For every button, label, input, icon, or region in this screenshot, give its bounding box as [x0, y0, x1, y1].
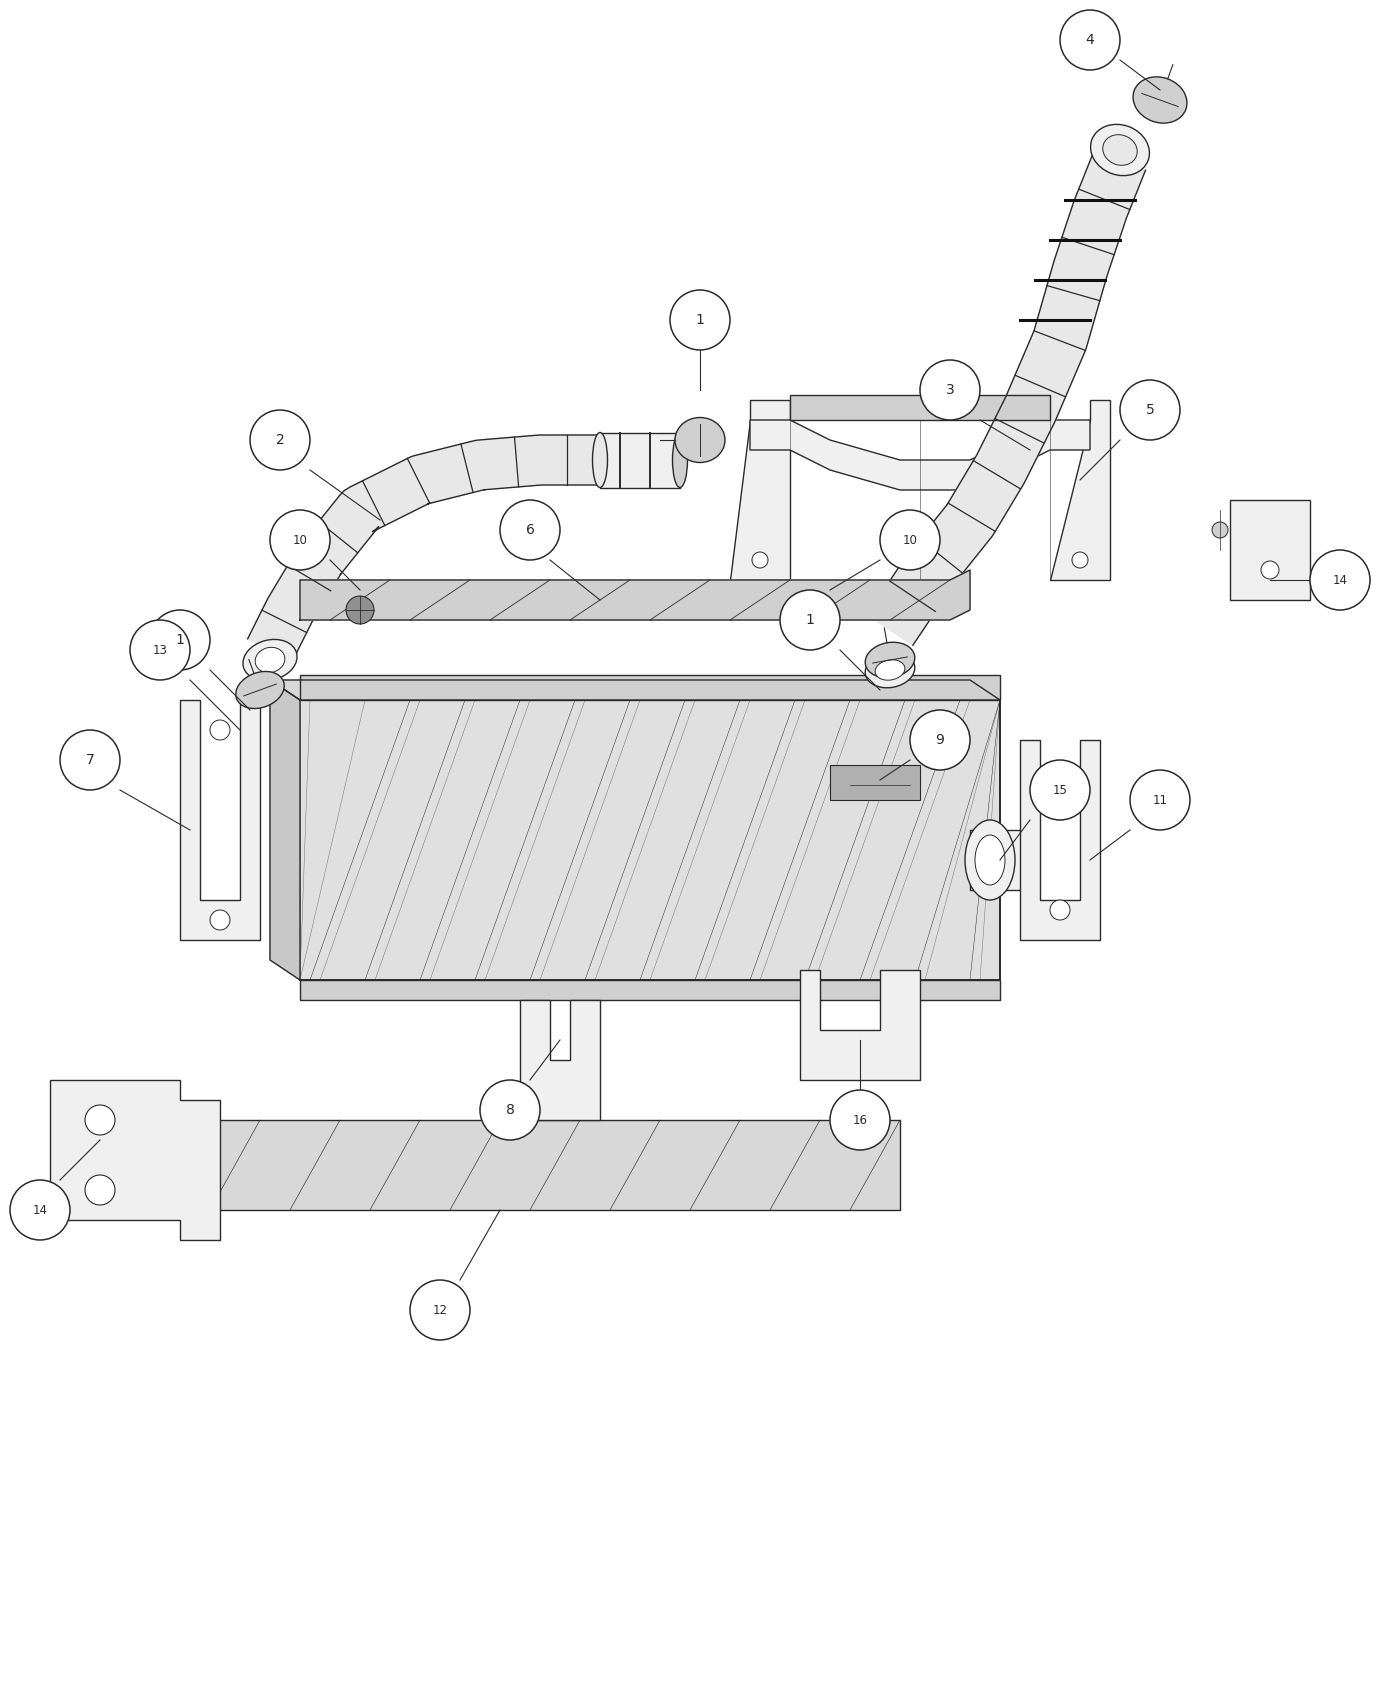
- Ellipse shape: [672, 432, 687, 488]
- Circle shape: [1050, 899, 1070, 920]
- Circle shape: [1120, 381, 1180, 440]
- Circle shape: [150, 610, 210, 670]
- Text: 16: 16: [853, 1114, 868, 1127]
- Bar: [970, 830, 1030, 891]
- Ellipse shape: [592, 432, 608, 488]
- Text: 13: 13: [153, 644, 168, 656]
- Bar: [181, 1120, 900, 1210]
- Ellipse shape: [1103, 134, 1137, 165]
- Polygon shape: [750, 420, 1091, 490]
- Text: 11: 11: [1152, 794, 1168, 806]
- Polygon shape: [867, 150, 1145, 646]
- Polygon shape: [248, 435, 601, 661]
- Circle shape: [10, 1180, 70, 1239]
- Circle shape: [830, 1090, 890, 1149]
- Circle shape: [881, 510, 939, 570]
- Ellipse shape: [255, 648, 284, 673]
- Circle shape: [85, 1175, 115, 1205]
- Polygon shape: [50, 1080, 220, 1239]
- Circle shape: [806, 597, 834, 624]
- Bar: [300, 675, 1000, 700]
- Text: 15: 15: [1053, 784, 1067, 797]
- Text: 3: 3: [945, 382, 955, 398]
- Circle shape: [1310, 551, 1371, 610]
- Ellipse shape: [675, 418, 725, 462]
- Polygon shape: [1231, 500, 1310, 600]
- Polygon shape: [300, 570, 970, 620]
- Circle shape: [60, 729, 120, 790]
- Circle shape: [1060, 10, 1120, 70]
- Circle shape: [780, 590, 840, 649]
- Circle shape: [130, 620, 190, 680]
- Text: 1: 1: [175, 632, 185, 648]
- Polygon shape: [729, 400, 790, 580]
- Text: 12: 12: [433, 1304, 448, 1316]
- Bar: [300, 700, 1000, 979]
- Circle shape: [1261, 561, 1280, 580]
- Circle shape: [1130, 770, 1190, 830]
- Ellipse shape: [965, 819, 1015, 899]
- Text: 2: 2: [276, 434, 284, 447]
- Polygon shape: [1050, 400, 1110, 580]
- Ellipse shape: [1133, 76, 1187, 122]
- Ellipse shape: [974, 835, 1005, 886]
- Circle shape: [210, 910, 230, 930]
- Ellipse shape: [875, 660, 904, 680]
- Circle shape: [752, 552, 769, 568]
- Circle shape: [480, 1080, 540, 1141]
- Circle shape: [500, 500, 560, 559]
- Circle shape: [346, 597, 374, 624]
- Text: 7: 7: [85, 753, 94, 767]
- Ellipse shape: [865, 653, 914, 689]
- Text: 9: 9: [935, 733, 945, 746]
- Circle shape: [671, 291, 729, 350]
- Circle shape: [251, 410, 309, 469]
- Bar: [601, 432, 680, 488]
- Text: 6: 6: [525, 524, 535, 537]
- Circle shape: [1030, 760, 1091, 819]
- Ellipse shape: [235, 672, 284, 709]
- Circle shape: [920, 360, 980, 420]
- Text: 1: 1: [696, 313, 704, 326]
- Polygon shape: [799, 971, 920, 1080]
- Bar: [830, 765, 920, 801]
- Text: 14: 14: [1333, 573, 1347, 586]
- Polygon shape: [270, 680, 1000, 700]
- Bar: [790, 394, 1050, 420]
- Text: 10: 10: [903, 534, 917, 546]
- Polygon shape: [1021, 740, 1100, 940]
- Polygon shape: [150, 1110, 181, 1210]
- Ellipse shape: [244, 639, 297, 680]
- Circle shape: [410, 1280, 470, 1340]
- Text: 5: 5: [1145, 403, 1155, 416]
- Ellipse shape: [1091, 124, 1149, 175]
- Circle shape: [85, 1105, 115, 1136]
- Circle shape: [270, 510, 330, 570]
- Text: 14: 14: [32, 1204, 48, 1217]
- Text: 8: 8: [505, 1103, 514, 1117]
- Circle shape: [210, 721, 230, 740]
- Text: 10: 10: [293, 534, 308, 546]
- Text: 4: 4: [1085, 32, 1095, 48]
- Polygon shape: [519, 1000, 601, 1120]
- Bar: [300, 979, 1000, 1000]
- Circle shape: [910, 711, 970, 770]
- Polygon shape: [270, 680, 300, 979]
- Polygon shape: [181, 700, 260, 940]
- Ellipse shape: [865, 643, 914, 678]
- Circle shape: [1212, 522, 1228, 537]
- Text: 1: 1: [805, 614, 815, 627]
- Circle shape: [1072, 552, 1088, 568]
